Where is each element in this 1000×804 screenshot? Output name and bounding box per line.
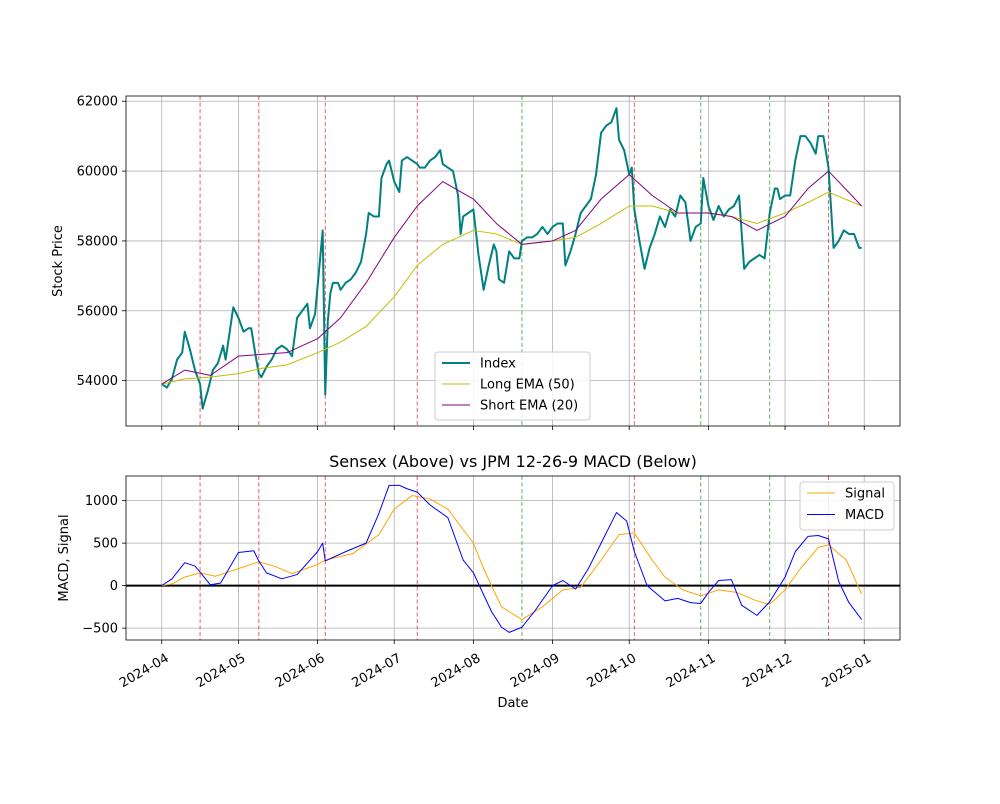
y-tick-label: 1000 — [85, 494, 118, 509]
y-tick-label: 56000 — [77, 304, 118, 319]
chart-title: Sensex (Above) vs JPM 12-26-9 MACD (Belo… — [329, 452, 697, 471]
legend-label: Signal — [845, 487, 885, 502]
y-tick-label: 60000 — [77, 165, 118, 180]
series-line-macd — [161, 484, 863, 633]
legend: Signal MACD — [799, 481, 895, 531]
series-line-short-ema-20 — [161, 170, 863, 385]
y-axis-label: MACD, Signal — [57, 514, 72, 601]
legend-box — [799, 481, 895, 531]
series-line-signal — [161, 495, 863, 621]
y-tick-label: 54000 — [77, 374, 118, 389]
legend: Index Long EMA (50) Short EMA (20) — [434, 351, 591, 421]
legend-label: Short EMA (20) — [480, 399, 578, 414]
plot-frame — [125, 95, 901, 427]
y-tick-label: 500 — [93, 537, 118, 552]
x-axis-label: Date — [497, 696, 528, 711]
plot-frame — [125, 475, 901, 641]
y-tick-label: 58000 — [77, 234, 118, 249]
series-line-long-ema-50 — [161, 191, 862, 385]
y-axis-label: Stock Price — [51, 225, 66, 297]
legend-box — [434, 351, 591, 421]
legend-label: Long EMA (50) — [480, 378, 575, 393]
y-tick-label: 0 — [110, 579, 118, 594]
y-tick-label: −500 — [82, 622, 118, 637]
top-panel: 54000 56000 58000 60000 62000 Stock Price Inde… — [51, 95, 901, 430]
legend-label: Index — [480, 357, 516, 372]
series-line-index — [161, 107, 862, 410]
y-tick-label: 62000 — [77, 95, 118, 110]
legend-label: MACD — [845, 508, 884, 523]
